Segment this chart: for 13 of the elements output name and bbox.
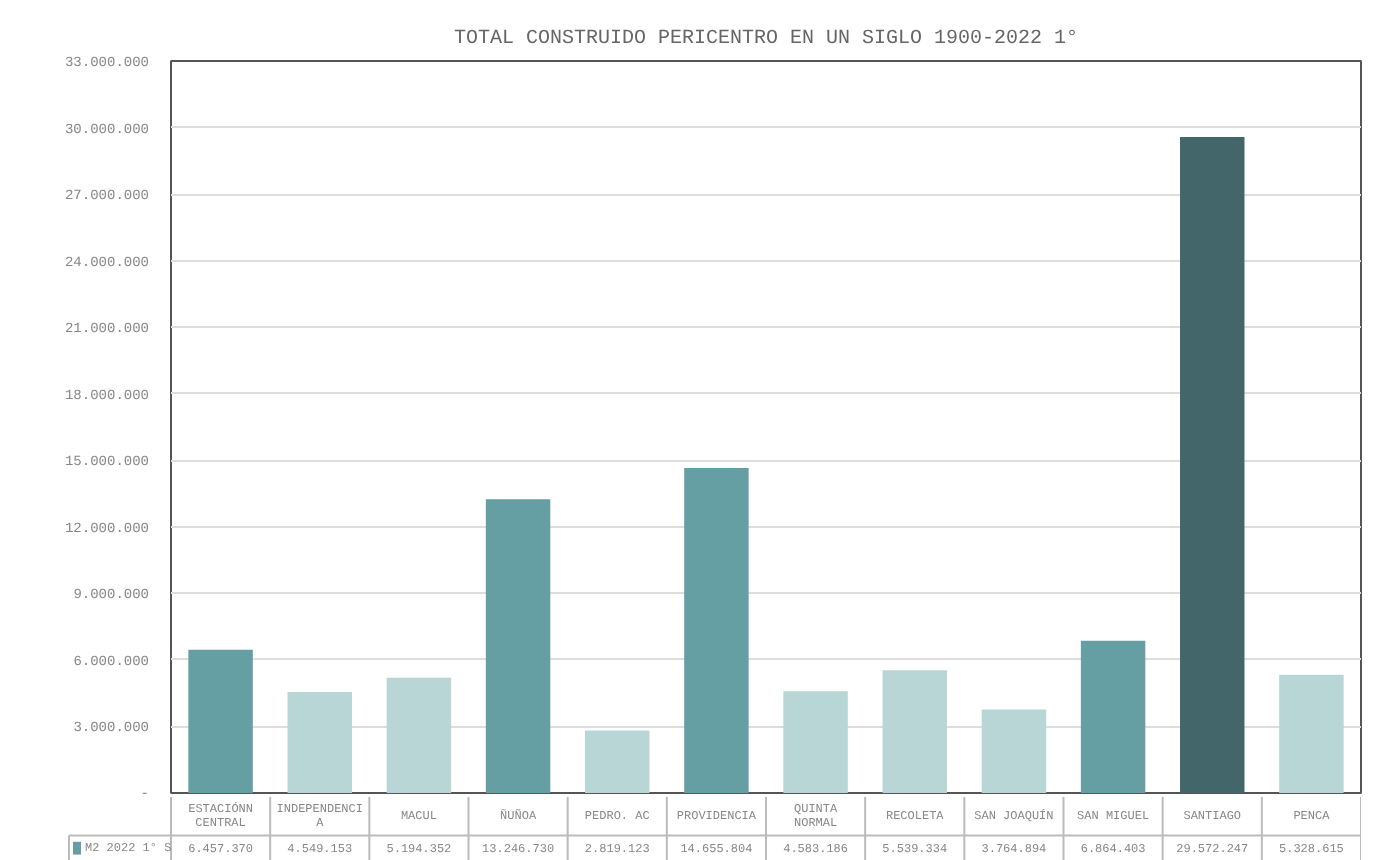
bar <box>981 709 1047 793</box>
bar <box>882 670 947 793</box>
bar <box>783 691 848 793</box>
bar <box>188 649 253 793</box>
bar <box>1080 640 1146 793</box>
bar <box>1279 674 1344 793</box>
bar <box>485 499 551 793</box>
bar <box>684 467 749 793</box>
bar <box>287 692 352 793</box>
bar <box>585 730 650 793</box>
bar <box>1180 137 1245 793</box>
bar <box>386 677 452 793</box>
chart-title: TOTAL CONSTRUIDO PERICENTRO EN UN SIGLO 1900-2022 1° <box>453 29 1079 51</box>
